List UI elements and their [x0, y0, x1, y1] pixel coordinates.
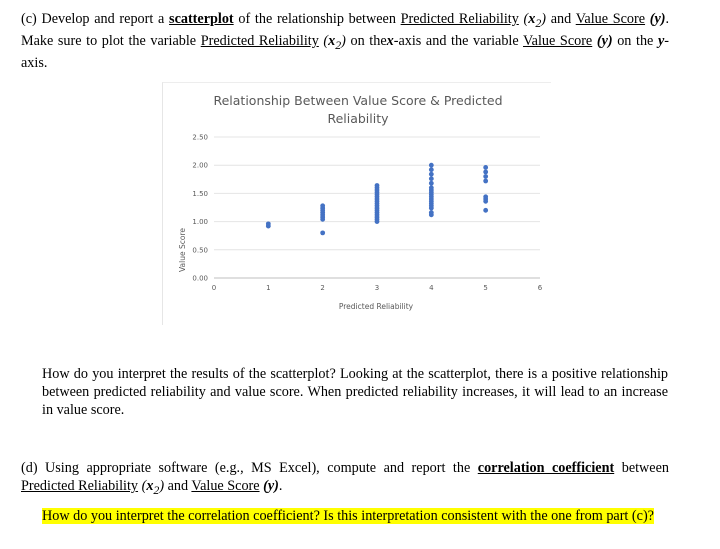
scatter-chart: Relationship Between Value Score & Predi… — [162, 82, 551, 325]
data-point — [374, 183, 380, 188]
y-tick-label: 1.50 — [192, 190, 208, 198]
part-d-instructions: (d) Using appropriate software (e.g., MS… — [21, 460, 669, 497]
data-point — [483, 165, 489, 170]
var-x-name: Predicted Reliability — [21, 478, 139, 494]
data-point — [265, 221, 271, 227]
x-tick-label: 6 — [538, 284, 543, 292]
var-x-name: Predicted Reliability — [200, 32, 319, 49]
part-c-text3: on the — [350, 32, 387, 49]
correlation-coefficient-term: correlation coefficient — [477, 460, 615, 476]
y-tick-labels: 0.00 0.50 1.00 1.50 2.00 2.50 — [192, 134, 208, 283]
part-d-and: and — [167, 478, 189, 494]
data-point — [428, 167, 434, 173]
data-point — [483, 174, 489, 179]
data-point — [428, 180, 434, 186]
x-tick-labels: 0 1 2 3 4 5 6 — [212, 284, 543, 292]
part-c-text: of the relationship between — [238, 11, 396, 27]
x-tick-label: 3 — [375, 284, 379, 292]
data-point — [428, 171, 434, 177]
data-point — [483, 194, 489, 200]
part-d-text: between — [621, 460, 669, 476]
data-point — [483, 169, 489, 175]
x-tick-label: 4 — [429, 284, 434, 292]
x-axis-symbol: x — [386, 32, 394, 49]
x-axis-label: Predicted Reliability — [339, 302, 414, 311]
part-d-prefix: (d) Using appropriate software (e.g., MS… — [21, 460, 471, 476]
data-point — [483, 207, 489, 213]
data-point — [320, 230, 326, 236]
part-c-text4: -axis and the variable — [393, 32, 519, 49]
data-point — [428, 176, 434, 182]
var-x-name: Predicted Reliability — [400, 11, 519, 27]
data-point — [428, 210, 434, 215]
part-d-end: . — [278, 478, 283, 494]
highlighted-question: How do you interpret the correlation coe… — [42, 508, 654, 524]
part-c-text5: on the — [617, 32, 654, 49]
var-y-name: Value Score — [523, 32, 593, 49]
y-tick-label: 2.50 — [192, 134, 208, 142]
chart-title-line1: Relationship Between Value Score & Predi… — [213, 93, 502, 108]
data-points — [265, 162, 489, 236]
y-tick-label: 0.50 — [192, 246, 208, 254]
var-y-name: Value Score — [191, 478, 260, 494]
y-tick-label: 0.00 — [192, 275, 208, 283]
x-tick-label: 2 — [320, 284, 324, 292]
part-c-prefix: (c) Develop and report a — [21, 11, 165, 27]
y-axis-symbol: y — [657, 32, 665, 49]
and-word: and — [550, 11, 572, 27]
x-tick-label: 1 — [266, 284, 270, 292]
y-tick-label: 2.00 — [192, 162, 208, 170]
data-point — [483, 178, 489, 184]
part-c-text2: . Make sure to plot the variable — [21, 11, 670, 49]
x-tick-label: 5 — [483, 284, 487, 292]
chart-title-line2: Reliability — [327, 111, 389, 126]
question-d: How do you interpret the correlation coe… — [42, 507, 668, 525]
part-c-instructions: (c) Develop and report a scatterplot of … — [21, 11, 670, 71]
data-point — [428, 185, 434, 191]
var-y-name: Value Score — [575, 11, 646, 27]
data-point — [428, 162, 434, 168]
interpretation-c: How do you interpret the results of the … — [42, 366, 668, 418]
y-axis-label: Value Score — [178, 228, 187, 272]
chart-svg: Relationship Between Value Score & Predi… — [178, 93, 543, 311]
y-tick-label: 1.00 — [192, 218, 208, 226]
part-c-text6: -axis. — [21, 32, 669, 71]
x-tick-label: 0 — [212, 284, 216, 292]
data-point — [320, 203, 326, 209]
scatterplot-term: scatterplot — [169, 11, 234, 27]
